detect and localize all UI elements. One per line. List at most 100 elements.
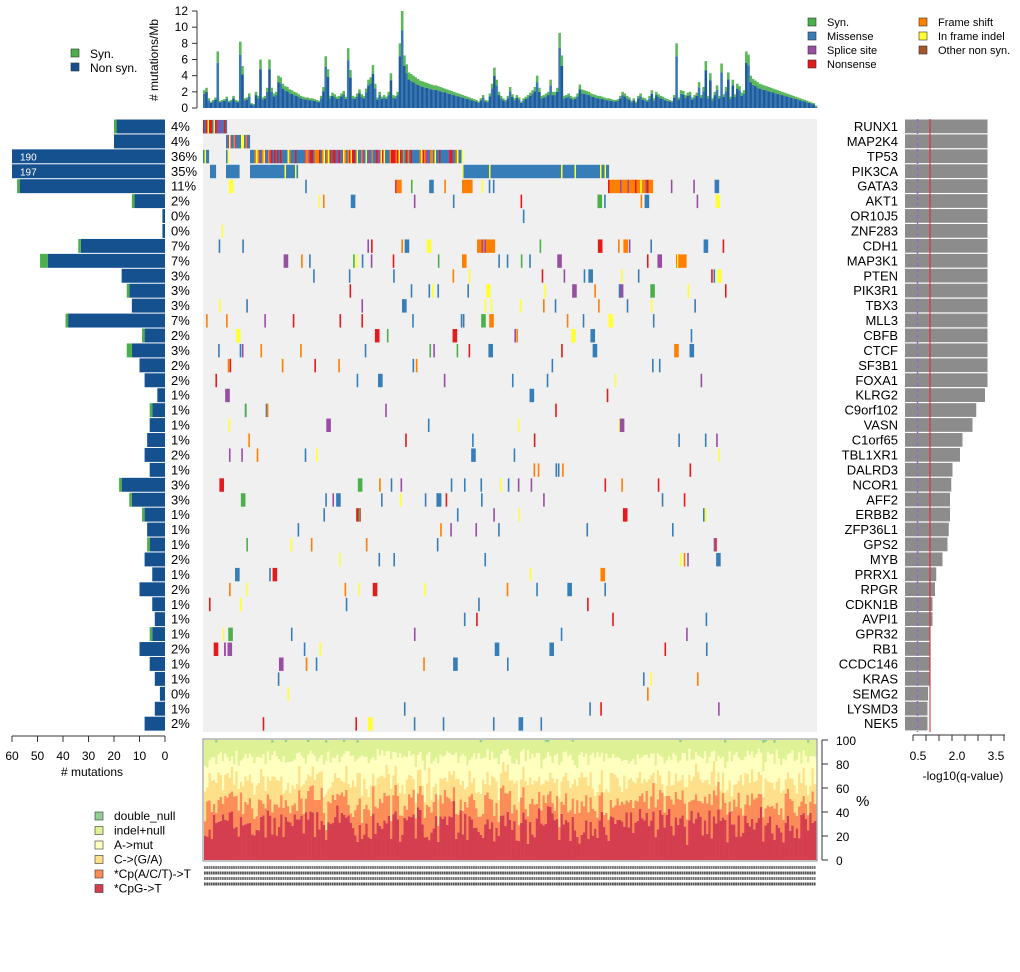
spectrum-segment bbox=[230, 811, 234, 860]
top-bar-syn bbox=[389, 73, 393, 81]
sample-id-label-mark bbox=[365, 871, 368, 875]
spectrum-segment bbox=[363, 756, 366, 779]
sample-id-label-mark bbox=[585, 871, 587, 875]
mutation-cell bbox=[499, 164, 502, 179]
spectrum-segment bbox=[428, 767, 431, 807]
sample-id-label-mark bbox=[416, 877, 419, 880]
spectrum-segment bbox=[600, 752, 604, 771]
spectrum-segment bbox=[672, 804, 676, 836]
legend-label: Splice site bbox=[827, 45, 877, 57]
top-bar-nonsyn bbox=[767, 91, 771, 108]
spectrum-segment bbox=[244, 776, 247, 802]
sample-id-label-mark bbox=[345, 871, 348, 875]
spectrum-segment bbox=[703, 796, 707, 821]
sample-id-label-mark bbox=[625, 882, 628, 886]
spectrum-segment bbox=[589, 797, 593, 822]
spectrum-segment bbox=[215, 823, 218, 860]
left-bar-nonsyn bbox=[152, 627, 165, 642]
sample-id-label-mark bbox=[403, 866, 406, 869]
mutation-cell bbox=[552, 164, 554, 179]
spectrum-segment bbox=[349, 756, 353, 788]
left-bar-nonsyn bbox=[144, 507, 165, 522]
spectrum-segment bbox=[215, 812, 218, 824]
spectrum-segment bbox=[311, 753, 315, 767]
spectrum-segment bbox=[253, 740, 256, 764]
top-bar-syn bbox=[749, 75, 753, 83]
spectrum-segment bbox=[275, 804, 279, 836]
mutation-cell bbox=[516, 329, 518, 343]
spectrum-segment bbox=[627, 740, 631, 764]
spectrum-segment bbox=[329, 787, 333, 804]
sample-id-label-mark bbox=[392, 871, 395, 875]
spectrum-segment bbox=[697, 740, 700, 756]
top-bar-syn bbox=[396, 91, 399, 96]
spectrum-segment bbox=[358, 740, 362, 758]
sample-id-label-mark bbox=[342, 871, 345, 875]
spectrum-segment bbox=[504, 740, 507, 751]
spectrum-segment bbox=[381, 828, 384, 860]
legend-swatch bbox=[94, 869, 104, 879]
spectrum-segment bbox=[255, 740, 259, 758]
spectrum-segment bbox=[681, 790, 685, 816]
top-bar-syn bbox=[619, 95, 622, 99]
spectrum-segment bbox=[553, 740, 557, 756]
gene-labels: RUNX1MAP2K4TP53PIK3CAGATA3AKT1OR10J5ZNF2… bbox=[839, 119, 899, 731]
mutation-cell bbox=[346, 149, 348, 164]
top-bar-syn bbox=[472, 99, 476, 101]
top-bar-nonsyn bbox=[261, 99, 265, 108]
mutation-cell bbox=[230, 164, 233, 179]
spectrum-segment bbox=[618, 758, 622, 787]
mutation-cell bbox=[361, 314, 364, 328]
sample-id-label-mark bbox=[733, 877, 735, 880]
spectrum-segment bbox=[432, 828, 436, 860]
sample-id-label-mark bbox=[437, 877, 439, 880]
mutation-cell bbox=[571, 164, 574, 179]
top-bar-nonsyn bbox=[610, 100, 613, 108]
top-bar-syn bbox=[281, 83, 285, 89]
spectrum-segment bbox=[369, 838, 373, 860]
spectrum-segment bbox=[661, 740, 664, 758]
top-bar-syn bbox=[560, 55, 564, 66]
sample-id-label-mark bbox=[484, 871, 487, 875]
top-bar-nonsyn bbox=[385, 98, 388, 108]
sample-id-label-mark bbox=[277, 877, 280, 880]
sample-id-label-mark bbox=[726, 871, 729, 875]
mutation-cell bbox=[393, 552, 395, 567]
sample-id-label-mark bbox=[553, 871, 556, 875]
spectrum-segment bbox=[470, 794, 474, 820]
sample-id-label-mark bbox=[515, 871, 518, 875]
mutation-cell bbox=[259, 149, 261, 164]
top-bar-syn bbox=[704, 61, 708, 71]
sample-id-label-mark bbox=[224, 877, 226, 880]
mutation-cell bbox=[484, 164, 487, 179]
spectrum-segment bbox=[298, 765, 301, 791]
spectrum-segment bbox=[636, 754, 640, 778]
top-bar-nonsyn bbox=[641, 99, 645, 108]
spectrum-segment bbox=[636, 777, 640, 802]
spectrum-segment bbox=[589, 740, 593, 755]
mutation-cell bbox=[246, 582, 248, 597]
sample-id-label-mark bbox=[396, 877, 399, 880]
mutation-cell bbox=[436, 493, 442, 507]
top-bar-nonsyn bbox=[634, 102, 638, 108]
spectrum-segment bbox=[558, 764, 561, 799]
spectrum-segment bbox=[587, 812, 590, 839]
spectrum-segment bbox=[623, 740, 626, 760]
spectrum-segment bbox=[681, 775, 685, 791]
sample-id-label-mark bbox=[488, 877, 491, 880]
spectrum-segment bbox=[430, 763, 433, 800]
spectrum-segment bbox=[342, 740, 346, 742]
mutation-cell bbox=[487, 164, 490, 179]
sample-id-label-mark bbox=[560, 877, 563, 880]
spectrum-segment bbox=[535, 740, 539, 753]
spectrum-segment bbox=[493, 740, 496, 759]
spectrum-segment bbox=[670, 740, 673, 760]
sample-id-label-mark bbox=[457, 882, 460, 886]
sample-id-label-mark bbox=[591, 877, 594, 880]
spectrum-segment bbox=[813, 740, 817, 757]
top-bar-syn bbox=[614, 99, 618, 102]
sample-id-label-mark bbox=[466, 871, 469, 875]
mutation-cell bbox=[364, 343, 367, 358]
spectrum-segment bbox=[773, 789, 776, 809]
sample-id-label-mark bbox=[322, 877, 325, 880]
